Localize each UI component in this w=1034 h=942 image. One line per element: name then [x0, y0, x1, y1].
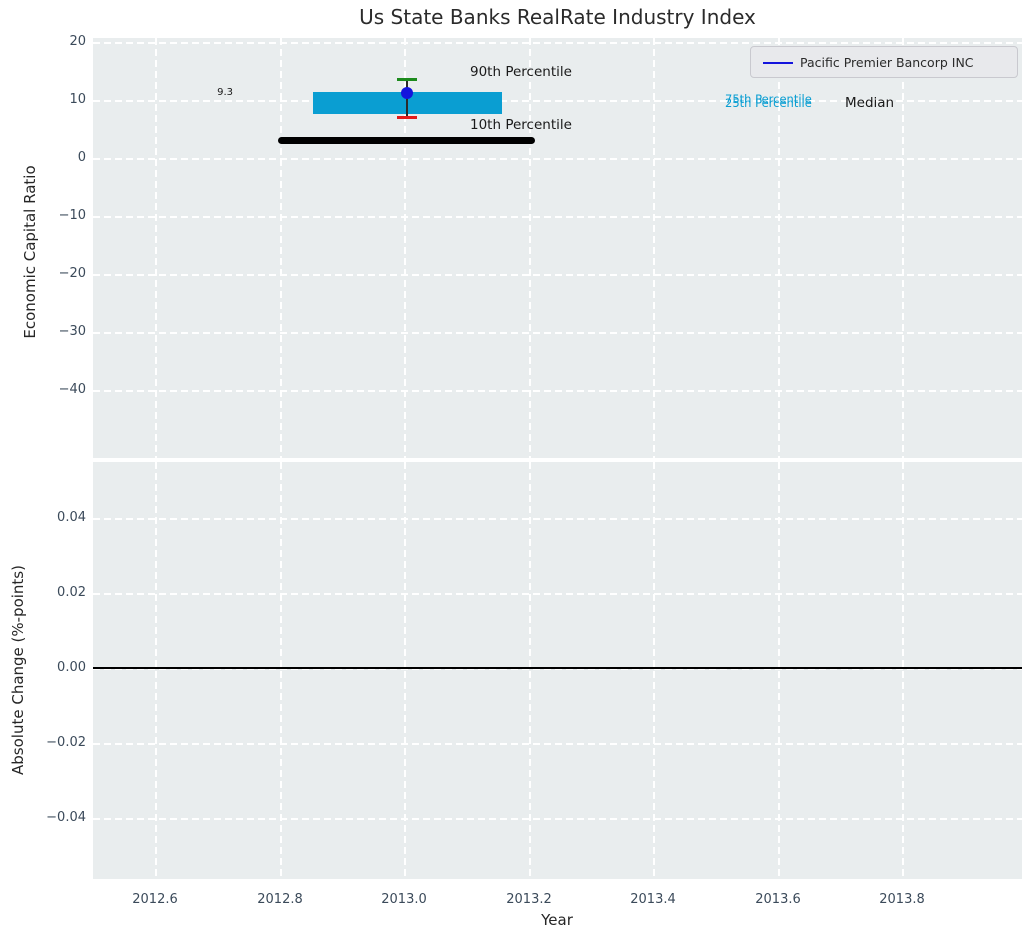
- errorbar-stem: [406, 80, 408, 118]
- p25-annotation: 25th Percentile: [725, 96, 812, 110]
- ytick-bottom: −0.04: [46, 810, 86, 825]
- xtick: 2013.8: [879, 892, 925, 907]
- ytick-top: −20: [58, 266, 86, 281]
- gridline-horizontal: [93, 743, 1022, 745]
- gridline-vertical: [404, 462, 406, 879]
- median-value-annotation: 9.3: [217, 87, 233, 98]
- gridline-horizontal: [93, 158, 1022, 160]
- gridline-vertical: [653, 462, 655, 879]
- median-annotation: Median: [845, 95, 895, 111]
- xtick: 2013.4: [630, 892, 676, 907]
- gridline-vertical: [529, 38, 531, 458]
- gridline-horizontal: [93, 332, 1022, 334]
- ytick-bottom: 0.00: [57, 660, 86, 675]
- gridline-vertical: [529, 462, 531, 879]
- gridline-horizontal: [93, 42, 1022, 44]
- gridline-vertical: [155, 38, 157, 458]
- gridline-horizontal: [93, 100, 1022, 102]
- p90-cap: [397, 78, 417, 81]
- ytick-top: 20: [69, 34, 86, 49]
- ytick-top: 0: [77, 150, 86, 165]
- bottom-ylabel: Absolute Change (%-points): [9, 565, 27, 775]
- xtick: 2012.8: [257, 892, 303, 907]
- zero-reference-line: [93, 667, 1022, 669]
- gridline-vertical: [778, 38, 780, 458]
- gridline-horizontal: [93, 274, 1022, 276]
- gridline-horizontal: [93, 818, 1022, 820]
- xtick: 2013.0: [381, 892, 427, 907]
- gridline-horizontal: [93, 390, 1022, 392]
- xtick: 2012.6: [132, 892, 178, 907]
- gridline-horizontal: [93, 216, 1022, 218]
- gridline-vertical: [653, 38, 655, 458]
- top-axes: 9.3 90th Percentile 10th Percentile 75th…: [93, 38, 1022, 458]
- company-data-point: [401, 87, 413, 99]
- chart-title: Us State Banks RealRate Industry Index: [359, 5, 756, 29]
- gridline-vertical: [280, 38, 282, 458]
- p90-annotation: 90th Percentile: [470, 64, 572, 80]
- gridline-vertical: [280, 462, 282, 879]
- ytick-bottom: 0.04: [57, 510, 86, 525]
- gridline-vertical: [902, 38, 904, 458]
- ytick-top: 10: [69, 92, 86, 107]
- gridline-horizontal: [93, 668, 1022, 670]
- gridline-horizontal: [93, 593, 1022, 595]
- xtick: 2013.2: [506, 892, 552, 907]
- ytick-bottom: 0.02: [57, 585, 86, 600]
- ytick-top: −10: [58, 208, 86, 223]
- xtick: 2013.6: [755, 892, 801, 907]
- p10-annotation: 10th Percentile: [470, 117, 572, 133]
- legend-line-swatch: [763, 61, 793, 64]
- ytick-top: −30: [58, 324, 86, 339]
- legend: Pacific Premier Bancorp INC: [750, 46, 1018, 78]
- ytick-bottom: −0.02: [46, 735, 86, 750]
- gridline-vertical: [778, 462, 780, 879]
- ytick-top: −40: [58, 382, 86, 397]
- p75-annotation: 75th Percentile: [725, 92, 812, 106]
- p10-cap: [397, 116, 417, 119]
- legend-label: Pacific Premier Bancorp INC: [800, 54, 974, 70]
- xlabel: Year: [541, 911, 573, 929]
- top-ylabel: Economic Capital Ratio: [21, 165, 39, 339]
- gridline-horizontal: [93, 518, 1022, 520]
- gridline-vertical: [902, 462, 904, 879]
- bottom-axes: [93, 462, 1022, 879]
- gridline-vertical: [404, 38, 406, 458]
- gridline-vertical: [155, 462, 157, 879]
- median-line: [278, 137, 535, 144]
